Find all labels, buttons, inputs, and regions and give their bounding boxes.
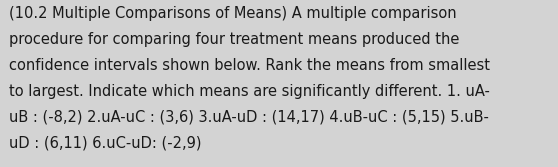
Text: uB : (-8,2) 2.uA-uC : (3,6) 3.uA-uD : (14,17) 4.uB-uC : (5,15) 5.uB-: uB : (-8,2) 2.uA-uC : (3,6) 3.uA-uD : (1… bbox=[9, 109, 489, 124]
Text: to largest. Indicate which means are significantly different. 1. uA-: to largest. Indicate which means are sig… bbox=[9, 84, 490, 99]
Text: uD : (6,11) 6.uC-uD: (-2,9): uD : (6,11) 6.uC-uD: (-2,9) bbox=[9, 135, 201, 150]
Text: (10.2 Multiple Comparisons of Means) A multiple comparison: (10.2 Multiple Comparisons of Means) A m… bbox=[9, 6, 456, 21]
Text: confidence intervals shown below. Rank the means from smallest: confidence intervals shown below. Rank t… bbox=[9, 58, 490, 73]
Text: procedure for comparing four treatment means produced the: procedure for comparing four treatment m… bbox=[9, 32, 459, 47]
